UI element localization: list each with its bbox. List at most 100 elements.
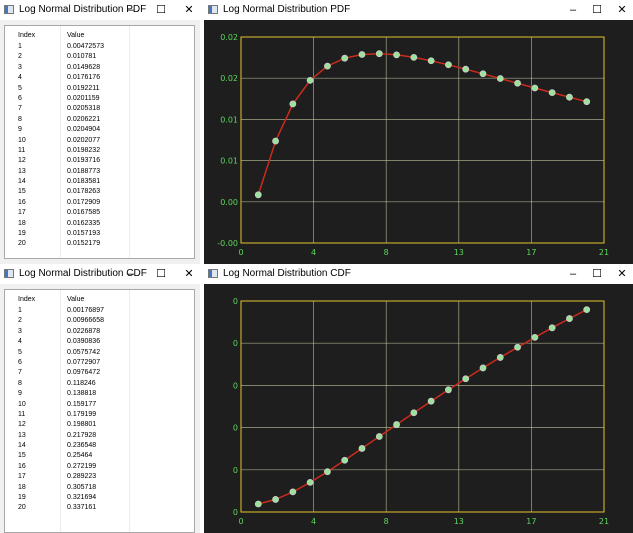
row-value: 0.0149628 [67,63,101,71]
maximize-button[interactable]: ☐ [592,268,602,280]
table-row[interactable]: 8 0.118246 [5,379,194,389]
row-index: 3 [18,327,22,335]
maximize-button[interactable]: ☐ [156,4,166,16]
row-index: 14 [18,442,26,450]
row-index: 7 [18,105,22,113]
index-column-header[interactable]: Index [18,296,36,303]
table-row[interactable]: 11 0.179199 [5,410,194,420]
table-row[interactable]: 11 0.0198232 [5,146,194,156]
x-tick-label: 8 [384,248,389,257]
table-row[interactable]: 16 0.272199 [5,462,194,472]
table-row[interactable]: 19 0.321694 [5,493,194,503]
data-point [254,500,262,508]
close-button[interactable]: ✕ [184,268,194,280]
data-point [548,324,556,332]
row-index: 13 [18,167,26,175]
value-column-header[interactable]: Value [67,296,85,303]
x-tick-label: 21 [599,517,609,526]
table-row[interactable]: 12 0.198801 [5,420,194,430]
data-point [306,478,314,486]
pdf-plot-area[interactable]: -0.00 0.00 0.01 0.01 0.02 0.02 0 4 8 13 17 21 [204,20,633,264]
cdf-plot-area[interactable]: 0 0 0 0 0 0 0 4 8 13 17 21 [204,284,633,533]
row-value: 0.0202077 [67,136,101,144]
pdf-chart-titlebar[interactable]: Log Normal Distribution PDF – ☐ ✕ [204,0,633,20]
table-row[interactable]: 20 0.0152179 [5,239,194,249]
row-index: 12 [18,157,26,165]
y-tick-label: 0.01 [220,115,238,124]
table-row[interactable]: 16 0.0172909 [5,198,194,208]
window-title: Log Normal Distribution PDF [223,4,351,15]
row-index: 4 [18,338,22,346]
table-row[interactable]: 2 0.010781 [5,52,194,62]
y-tick-label: 0.02 [220,74,238,83]
row-value: 0.0198232 [67,146,101,154]
minimize-button[interactable]: – [569,4,577,16]
table-row[interactable]: 10 0.159177 [5,400,194,410]
index-column-header[interactable]: Index [18,32,36,39]
pdf-table-titlebar[interactable]: Log Normal Distribution PDF – ☐ ✕ [0,0,200,20]
row-value: 0.0976472 [67,369,101,377]
value-column-header[interactable]: Value [67,32,85,39]
table-row[interactable]: 14 0.236548 [5,441,194,451]
data-point [531,333,539,341]
table-row[interactable]: 1 0.00472573 [5,42,194,52]
table-row[interactable]: 13 0.0188773 [5,167,194,177]
table-row[interactable]: 8 0.0206221 [5,115,194,125]
cdf-chart-titlebar[interactable]: Log Normal Distribution CDF – ☐ ✕ [204,264,633,284]
table-row[interactable]: 2 0.00966658 [5,316,194,326]
close-button[interactable]: ✕ [617,268,627,280]
row-index: 15 [18,452,26,460]
table-row[interactable]: 3 0.0226878 [5,327,194,337]
x-tick-label: 13 [454,517,464,526]
table-row[interactable]: 17 0.0167585 [5,208,194,218]
y-tick-label: 0.02 [220,33,238,42]
close-button[interactable]: ✕ [184,4,194,16]
row-value: 0.0205318 [67,105,101,113]
table-row[interactable]: 7 0.0976472 [5,368,194,378]
table-row[interactable]: 10 0.0202077 [5,136,194,146]
table-row[interactable]: 4 0.0176176 [5,73,194,83]
table-row[interactable]: 17 0.289223 [5,472,194,482]
table-row[interactable]: 19 0.0157193 [5,229,194,239]
maximize-button[interactable]: ☐ [592,4,602,16]
table-row[interactable]: 5 0.0192211 [5,84,194,94]
data-point [410,409,418,417]
pdf-table-window: Log Normal Distribution PDF – ☐ ✕ Index … [0,0,200,265]
row-value: 0.0152179 [67,240,101,248]
pdf-value-table[interactable]: Index Value 1 0.00472573 2 0.010781 3 0.01496… [4,25,195,259]
table-row[interactable]: 12 0.0193716 [5,156,194,166]
row-value: 0.0192211 [67,84,100,92]
table-row[interactable]: 13 0.217928 [5,431,194,441]
row-value: 0.00176897 [67,307,104,314]
data-point [479,70,487,78]
table-row[interactable]: 5 0.0575742 [5,348,194,358]
table-row[interactable]: 15 0.0178263 [5,187,194,197]
cdf-table-titlebar[interactable]: Log Normal Distribution CDF – ☐ ✕ [0,264,200,284]
minimize-button[interactable]: – [127,4,135,16]
table-row[interactable]: 3 0.0149628 [5,63,194,73]
y-tick-label: -0.00 [217,239,238,248]
pdf-chart[interactable]: -0.00 0.00 0.01 0.01 0.02 0.02 0 4 8 13 17 21 [204,20,633,264]
table-row[interactable]: 15 0.25464 [5,451,194,461]
close-button[interactable]: ✕ [617,4,627,16]
table-row[interactable]: 20 0.337161 [5,503,194,513]
x-tick-label: 4 [311,248,316,257]
row-value: 0.321694 [67,494,97,502]
table-row[interactable]: 4 0.0390836 [5,337,194,347]
table-row[interactable]: 1 0.00176897 [5,306,194,316]
table-row[interactable]: 18 0.305718 [5,483,194,493]
data-point [324,62,331,70]
cdf-value-table[interactable]: Index Value 1 0.00176897 2 0.00966658 3 0.022… [4,289,195,533]
table-row[interactable]: 18 0.0162335 [5,219,194,229]
table-row[interactable]: 7 0.0205318 [5,104,194,114]
minimize-button[interactable]: – [569,268,577,280]
minimize-button[interactable]: – [127,268,135,280]
row-value: 0.272199 [67,462,97,470]
maximize-button[interactable]: ☐ [156,268,166,280]
table-row[interactable]: 14 0.0183581 [5,177,194,187]
table-row[interactable]: 9 0.138818 [5,389,194,399]
table-row[interactable]: 6 0.0201159 [5,94,194,104]
table-row[interactable]: 6 0.0772907 [5,358,194,368]
table-row[interactable]: 9 0.0204904 [5,125,194,135]
